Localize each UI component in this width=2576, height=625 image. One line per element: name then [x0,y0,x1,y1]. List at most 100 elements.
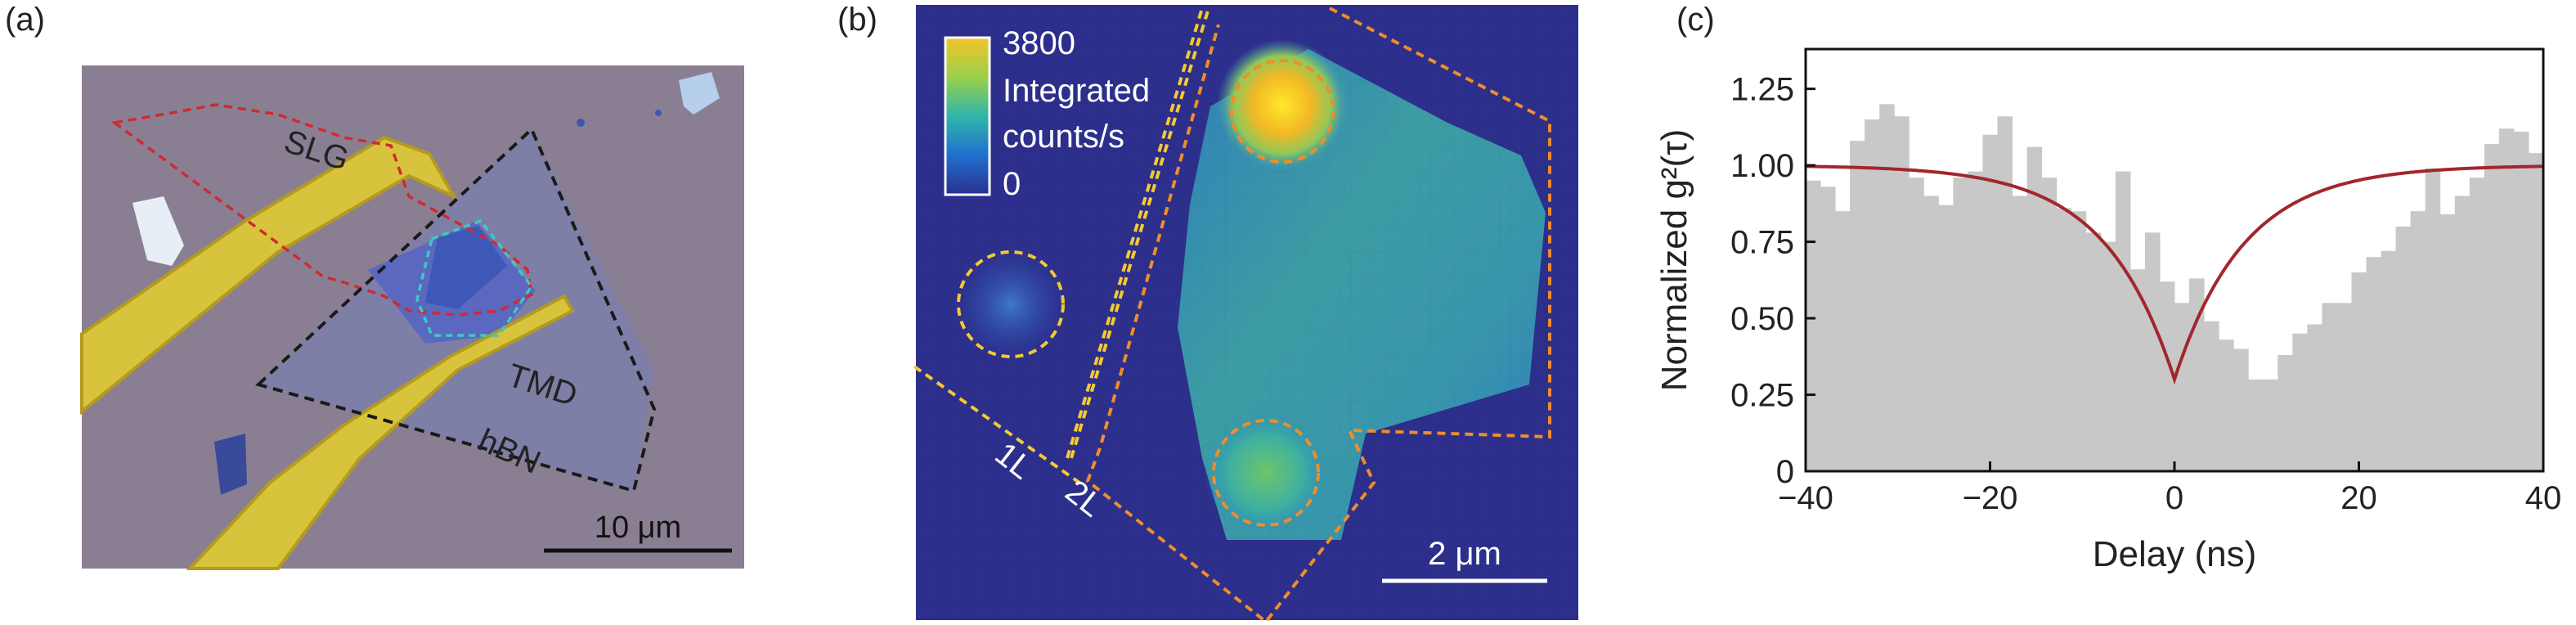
histogram-bar [1909,178,1924,472]
histogram-bar [1894,116,1910,471]
y-axis-label: Normalized g²(τ) [1654,129,1694,392]
histogram-bar [2144,232,2161,471]
tmd-outline [415,218,534,337]
histogram-bar [2484,143,2500,472]
histogram-bar [1820,187,1836,471]
histogram-bar [2012,196,2028,471]
histogram-bar [2263,379,2278,471]
x-tick-label: 20 [2340,480,2377,516]
histogram-bar [1806,180,1821,472]
panel-label-b: (b) [837,2,877,38]
histogram-bar [1865,119,1880,471]
bright-flake [132,196,184,266]
histogram-bar [2278,354,2293,471]
histogram-bar [2307,324,2322,471]
histogram-bar [2395,226,2412,471]
y-ticks: 0 0.25 0.50 0.75 1.00 1.25 [1730,72,1815,490]
panel-a-micrograph: SLG TMD hBN 10 μm [80,65,744,570]
y-tick-label: 0.75 [1730,225,1794,261]
panel-label-c: (c) [1676,2,1715,38]
histogram-bar [2513,131,2529,471]
panel-label-a: (a) [5,2,45,38]
histogram-bar [2085,232,2102,471]
layer-boundary [1070,7,1210,459]
bilayer-flake-outline [1085,7,1551,624]
histogram-bar [2159,281,2175,471]
histogram-bar [2454,196,2471,471]
hbn-outline [255,126,657,493]
emitter-circle-1[interactable] [1230,59,1335,164]
histogram-bar [2026,146,2043,472]
flake-top-right [679,72,720,115]
histogram-bars [1806,104,2544,472]
monolayer-spot [954,247,1068,362]
histogram-bar [2100,241,2116,471]
emitter-circle-2[interactable] [1212,419,1320,527]
gold-electrode-lower [186,294,575,570]
histogram-bar [2056,208,2072,471]
histogram-bar [1923,196,1939,471]
colorbar-min: 0 [1003,166,1021,202]
panel-c-g2-chart: −40 −20 0 20 40 0 0.25 0.50 0.75 1.00 1.25 Delay … [1654,47,2561,574]
panel-b-pl-map: 3800 Integrated counts/s 0 1L 2L 2 μm [913,5,1578,624]
monolayer-circle[interactable] [957,250,1065,358]
y-tick-label: 0.25 [1730,378,1794,414]
histogram-bar [2219,339,2234,471]
histogram-bar [2322,303,2337,471]
histogram-bar [2366,257,2382,471]
y-tick-label: 0.50 [1730,301,1794,337]
emitter-hotspot [1217,39,1348,170]
histogram-bar [1968,171,1983,471]
histogram-bar [2381,250,2397,471]
histogram-bar [2292,333,2308,471]
histogram-bar [2528,153,2544,471]
histogram-bar [2204,321,2219,471]
histogram-bar [2041,178,2058,472]
x-ticks: −40 −20 0 20 40 [1778,461,2561,516]
monolayer-boundary [913,365,1081,484]
histogram-bar [2439,214,2456,471]
histogram-bar [2071,211,2087,471]
debris [655,110,662,116]
histogram-bar [2248,379,2264,471]
gold-electrode-upper [80,135,458,416]
histogram-bar [2129,269,2146,471]
slg-outline [110,103,533,317]
colorbar-max: 3800 [1003,25,1075,61]
histogram-bar [1953,178,1968,472]
histogram-bar [1879,104,1895,471]
histogram-bar [2115,171,2131,471]
histogram-bar [1938,205,1954,471]
debris [577,119,585,127]
histogram-bar [1850,141,1865,471]
y-tick-label: 0 [1776,454,1794,490]
histogram-bar [1997,116,2013,471]
histogram-bar [2469,178,2485,472]
histogram-bar [2351,272,2367,471]
x-tick-label: 40 [2525,480,2562,516]
histogram-bar [2410,211,2426,471]
x-tick-label: 0 [2165,480,2183,516]
histogram-bar [1835,211,1851,471]
colorbar-label-line1: Integrated [1003,73,1150,109]
emitter-spot-2 [1205,411,1327,534]
scale-bar-b-label: 2 μm [1428,536,1501,572]
histogram-bar [2425,168,2441,471]
histogram-bar [1982,134,1999,471]
y-tick-label: 1.25 [1730,72,1794,108]
dark-flake [214,434,247,495]
bilayer-outline [1066,7,1204,459]
scale-bar-a-label: 10 μm [595,510,681,545]
colorbar-label-line2: counts/s [1003,119,1124,155]
x-tick-label: −20 [1963,480,2018,516]
colorbar [944,36,991,196]
x-axis-label: Delay (ns) [2093,534,2257,574]
tmd-monolayer [425,226,507,309]
histogram-bar [2498,128,2515,471]
histogram-bar [2233,348,2249,471]
x-tick-label: −40 [1778,480,1833,516]
fit-curve [1806,164,2543,385]
histogram-bar [2336,303,2352,471]
y-tick-label: 1.00 [1730,148,1794,184]
histogram-bar [2174,303,2190,471]
